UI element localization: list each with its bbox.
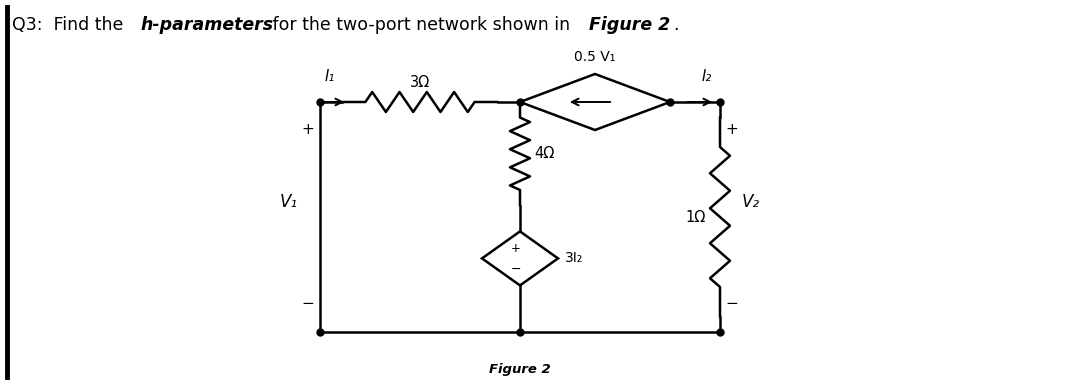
Text: h-parameters: h-parameters <box>140 16 274 34</box>
Text: I₁: I₁ <box>325 69 335 84</box>
Text: Figure 2: Figure 2 <box>489 363 551 375</box>
Text: +: + <box>301 123 314 137</box>
Text: .: . <box>673 16 678 34</box>
Text: 0.5 V₁: 0.5 V₁ <box>575 50 616 64</box>
Text: +: + <box>511 242 521 255</box>
Text: −: − <box>301 296 314 312</box>
Text: V₂: V₂ <box>742 193 760 211</box>
Text: −: − <box>726 296 739 312</box>
Text: 3Ω: 3Ω <box>410 75 430 90</box>
Text: 4Ω: 4Ω <box>534 146 554 161</box>
Text: +: + <box>726 123 739 137</box>
Text: Figure 2: Figure 2 <box>589 16 670 34</box>
Text: Q3:  Find the: Q3: Find the <box>12 16 129 34</box>
Text: for the two-port network shown in: for the two-port network shown in <box>267 16 576 34</box>
Text: 1Ω: 1Ω <box>686 209 706 224</box>
Text: V₁: V₁ <box>280 193 298 211</box>
Text: I₂: I₂ <box>702 69 712 84</box>
Text: −: − <box>511 263 522 276</box>
Text: 3I₂: 3I₂ <box>565 252 583 265</box>
